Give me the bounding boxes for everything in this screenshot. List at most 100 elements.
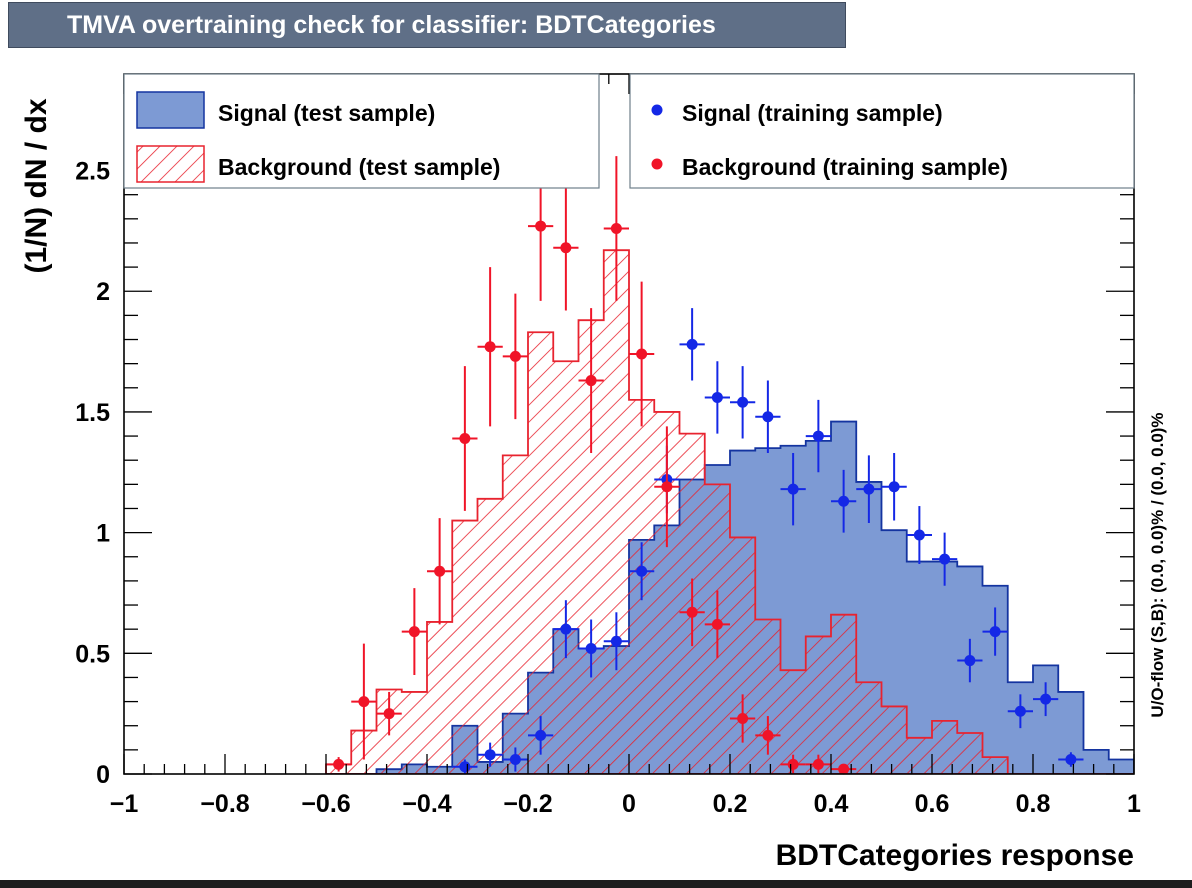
overflow-label: U/O-flow (S,B): (0.0, 0.0)% / (0.0, 0.0)… xyxy=(1148,412,1167,717)
background-test-histogram xyxy=(325,249,1134,774)
background-train-point xyxy=(755,716,781,755)
signal-train-point xyxy=(528,716,554,755)
legend-signal-test-swatch xyxy=(136,91,205,129)
signal-train-point xyxy=(553,600,579,659)
background-train-point xyxy=(679,578,705,647)
signal-train-marker xyxy=(636,565,648,577)
signal-train-marker xyxy=(812,430,824,442)
background-train-point xyxy=(326,757,352,772)
legend-background-test-swatch xyxy=(136,145,205,183)
background-train-marker xyxy=(812,758,824,770)
background-train-marker xyxy=(333,758,345,770)
x-tick-label: 1 xyxy=(1127,790,1141,818)
signal-train-marker xyxy=(585,642,597,654)
background-train-marker xyxy=(762,729,774,741)
legend: Signal (test sample) Background (test sa… xyxy=(123,73,1135,189)
signal-train-point xyxy=(704,361,730,434)
background-train-marker xyxy=(560,242,572,254)
y-tick-label: 1 xyxy=(96,520,110,548)
y-axis-title: (1/N) dN / dx xyxy=(20,98,53,273)
legend-background-train-label: Background (training sample) xyxy=(682,154,1008,180)
background-train-point xyxy=(704,590,730,659)
signal-train-point xyxy=(730,366,756,439)
background-train-marker xyxy=(737,712,749,724)
x-tick-label: −0.8 xyxy=(200,790,249,818)
x-tick-label: 0 xyxy=(622,790,636,818)
signal-train-point xyxy=(502,747,528,772)
signal-train-marker xyxy=(1065,754,1077,766)
background-train-marker xyxy=(838,763,850,775)
signal-train-point xyxy=(932,532,958,586)
signal-train-marker xyxy=(737,396,749,408)
signal-train-marker xyxy=(989,626,1001,638)
background-train-point xyxy=(401,588,427,676)
signal-train-marker xyxy=(863,483,875,495)
signal-train-point xyxy=(755,380,781,453)
x-tick-label: −0.6 xyxy=(301,790,350,818)
y-tick-label: 2 xyxy=(96,278,110,306)
signal-train-point xyxy=(831,469,857,533)
signal-train-point xyxy=(679,308,705,381)
signal-train-point xyxy=(1058,752,1084,767)
background-train-point xyxy=(603,156,629,301)
x-tick-label: 0.2 xyxy=(713,790,748,818)
signal-train-marker xyxy=(787,483,799,495)
legend-background-test-label: Background (test sample) xyxy=(218,154,500,180)
background-train-point xyxy=(831,763,857,775)
signal-train-marker xyxy=(964,655,976,667)
x-axis-title: BDTCategories response xyxy=(776,839,1134,872)
background-train-marker xyxy=(686,606,698,618)
y-tick-label: 0 xyxy=(96,761,110,789)
y-tick-label: 0.5 xyxy=(75,640,110,668)
signal-train-point xyxy=(805,399,831,473)
signal-train-marker xyxy=(913,529,925,541)
signal-train-point xyxy=(780,452,806,526)
signal-train-marker xyxy=(838,495,850,507)
background-train-marker xyxy=(408,626,420,638)
signal-train-marker xyxy=(711,391,723,403)
background-train-point xyxy=(351,643,377,760)
x-tick-label: −0.4 xyxy=(402,790,451,818)
signal-train-marker xyxy=(686,338,698,350)
background-train-marker xyxy=(610,222,622,234)
signal-train-marker xyxy=(610,635,622,647)
background-train-marker xyxy=(383,708,395,720)
background-train-marker xyxy=(535,220,547,232)
background-train-point xyxy=(553,185,579,311)
signal-train-point xyxy=(477,742,503,767)
signal-train-point xyxy=(957,638,983,683)
background-train-marker xyxy=(711,618,723,630)
background-train-marker xyxy=(661,481,673,493)
background-train-point xyxy=(805,754,831,774)
legend-background-train-marker xyxy=(651,158,663,170)
signal-train-point xyxy=(881,452,907,521)
background-train-marker xyxy=(459,432,471,444)
legend-box-right xyxy=(629,73,1135,189)
background-train-marker xyxy=(787,758,799,770)
background-train-point xyxy=(427,518,453,625)
background-train-point xyxy=(654,426,680,548)
background-train-point xyxy=(477,267,503,427)
background-train-point xyxy=(730,694,756,743)
x-tick-label: −0.2 xyxy=(503,790,552,818)
signal-train-marker xyxy=(535,729,547,741)
signal-train-marker xyxy=(762,411,774,423)
legend-signal-train-marker xyxy=(651,104,663,116)
window-bottom-edge xyxy=(0,880,1192,888)
signal-train-point xyxy=(603,612,629,671)
signal-train-point xyxy=(982,607,1008,656)
background-train-marker xyxy=(434,565,446,577)
x-tick-label: 0.8 xyxy=(1016,790,1051,818)
x-tick-label: 0.4 xyxy=(814,790,849,818)
background-train-point xyxy=(578,308,604,453)
signal-train-point xyxy=(906,506,932,564)
signal-train-point xyxy=(856,455,882,523)
signal-train-marker xyxy=(1014,705,1026,717)
background-train-marker xyxy=(585,375,597,387)
background-train-marker xyxy=(509,350,521,362)
legend-signal-train-label: Signal (training sample) xyxy=(682,100,943,126)
x-tick-label: −1 xyxy=(110,790,139,818)
signal-train-marker xyxy=(484,749,496,761)
signal-train-marker xyxy=(1040,693,1052,705)
